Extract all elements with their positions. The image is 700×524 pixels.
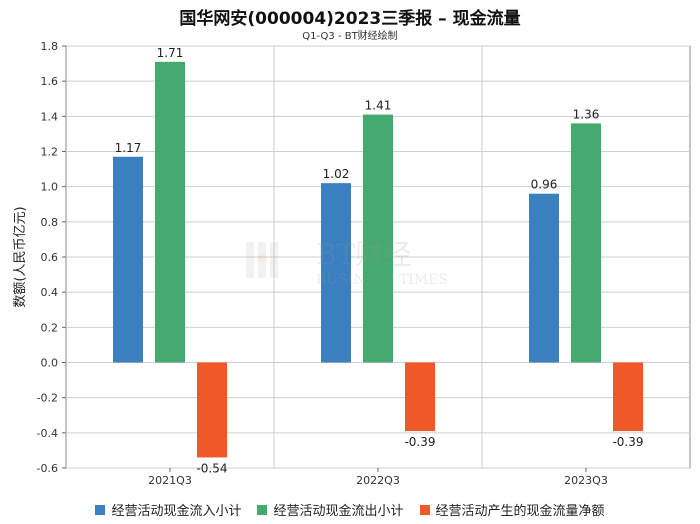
y-tick-label: 1.8 <box>41 40 59 53</box>
legend-item-inflow: 经营活动现金流入小计 <box>95 500 241 519</box>
bar-value-label: 1.17 <box>115 141 142 155</box>
legend-swatch-net <box>419 504 430 515</box>
bar-value-label: 1.36 <box>573 107 600 121</box>
bar-value-label: 1.02 <box>323 167 350 181</box>
x-tick-label: 2023Q3 <box>564 474 608 487</box>
bar <box>321 183 351 363</box>
bar <box>571 123 601 363</box>
y-tick-label: -0.6 <box>37 462 58 475</box>
legend-label-inflow: 经营活动现金流入小计 <box>111 504 242 519</box>
bar <box>197 362 227 458</box>
y-tick-label: -0.4 <box>37 427 58 440</box>
y-tick-label: 1.2 <box>41 146 59 159</box>
legend-item-outflow: 经营活动现金流出小计 <box>257 500 404 519</box>
bar-value-label: -0.54 <box>196 461 227 475</box>
legend-label-outflow: 经营活动现金流出小计 <box>273 504 404 519</box>
bar-value-label: 1.41 <box>365 99 392 113</box>
y-tick-label: 1.4 <box>41 110 59 123</box>
y-tick-label: 1.0 <box>41 181 59 194</box>
y-tick-label: 0.8 <box>41 216 59 229</box>
y-tick-label: -0.2 <box>37 392 58 405</box>
y-axis-label: 数额(人民币亿元) <box>13 206 28 307</box>
y-tick-label: 0.4 <box>41 286 59 299</box>
legend-swatch-outflow <box>257 504 268 515</box>
bar <box>363 114 393 363</box>
bar <box>113 156 143 363</box>
bar <box>155 61 185 363</box>
y-tick-label: 0.0 <box>41 357 59 370</box>
y-tick-label: 0.6 <box>41 251 59 264</box>
bar <box>529 193 559 363</box>
bar-value-label: -0.39 <box>404 435 435 449</box>
bar-value-label: 0.96 <box>531 178 558 192</box>
legend: 经营活动现金流入小计 经营活动现金流出小计 经营活动产生的现金流量净额 <box>0 500 700 519</box>
chart-title: 国华网安(000004)2023三季报 – 现金流量 <box>179 9 521 29</box>
bar-value-label: 1.71 <box>157 46 184 60</box>
legend-label-net: 经营活动产生的现金流量净额 <box>435 504 605 519</box>
bar-value-label: -0.39 <box>612 435 643 449</box>
bar <box>613 362 643 432</box>
legend-item-net: 经营活动产生的现金流量净额 <box>419 500 605 519</box>
x-tick-label: 2021Q3 <box>148 474 192 487</box>
y-tick-label: 0.2 <box>41 321 59 334</box>
bar <box>405 362 435 432</box>
legend-swatch-inflow <box>95 504 106 515</box>
x-tick-label: 2022Q3 <box>356 474 400 487</box>
chart-subtitle: Q1-Q3 - BT财经绘制 <box>302 31 398 42</box>
y-tick-label: 1.6 <box>41 75 59 88</box>
